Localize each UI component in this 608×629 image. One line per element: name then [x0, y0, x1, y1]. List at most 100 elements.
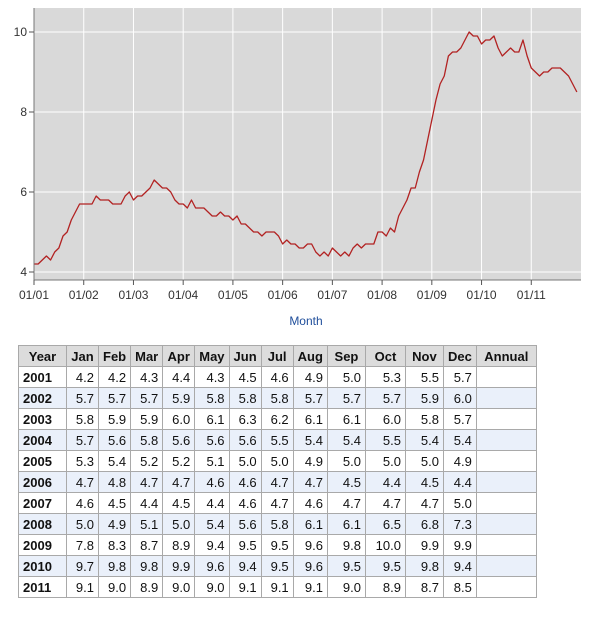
table-row: 2002 5.7 5.7 5.7 5.9 5.8 5.8 5.8 5.7 5.7 5.7 5.9 6.0 — [18, 387, 537, 409]
value-cell: 4.9 — [292, 450, 328, 472]
value-cell: 9.4 — [194, 534, 230, 556]
value-cell: 5.7 — [326, 387, 366, 409]
value-cell: 5.0 — [404, 450, 444, 472]
x-tick-label: 01/06 — [268, 288, 298, 302]
value-cell: 5.8 — [130, 429, 164, 451]
table-row: 2003 5.8 5.9 5.9 6.0 6.1 6.3 6.2 6.1 6.1 6.0 5.8 5.7 — [18, 408, 537, 430]
value-cell: 8.9 — [162, 534, 196, 556]
value-cell: 5.0 — [228, 450, 262, 472]
value-cell: 5.5 — [260, 429, 294, 451]
value-cell: 4.5 — [162, 492, 196, 514]
value-cell: 5.4 — [194, 513, 230, 535]
value-cell: 7.8 — [66, 534, 99, 556]
value-cell: 4.4 — [130, 492, 164, 514]
value-cell: 5.4 — [326, 429, 366, 451]
value-cell: 5.6 — [228, 513, 262, 535]
value-cell: 5.3 — [364, 366, 406, 388]
column-header: Nov — [404, 345, 444, 367]
value-cell: 5.6 — [228, 429, 262, 451]
column-header: Year — [18, 345, 67, 367]
value-cell: 4.2 — [66, 366, 99, 388]
x-tick-label: 01/08 — [367, 288, 397, 302]
value-cell: 4.4 — [194, 492, 230, 514]
line-chart: 01/01 01/02 01/03 01/04 01/05 01/06 01/07 01/08… — [14, 8, 581, 328]
annual-cell — [475, 366, 537, 388]
value-cell: 9.0 — [162, 576, 196, 598]
value-cell: 7.3 — [442, 513, 477, 535]
value-cell: 4.7 — [130, 471, 164, 493]
value-cell: 6.1 — [194, 408, 230, 430]
column-header: Jun — [228, 345, 262, 367]
value-cell: 9.8 — [130, 555, 164, 577]
value-cell: 9.6 — [292, 555, 328, 577]
data-table-container: Year Jan Feb Mar Apr May Jun Jul Aug Sep Oct Nov Dec… — [18, 345, 537, 598]
value-cell: 5.9 — [162, 387, 196, 409]
value-cell: 6.3 — [228, 408, 262, 430]
value-cell: 5.4 — [292, 429, 328, 451]
column-header: Jan — [66, 345, 99, 367]
value-cell: 9.0 — [194, 576, 230, 598]
value-cell: 8.3 — [97, 534, 132, 556]
value-cell: 5.6 — [162, 429, 196, 451]
value-cell: 8.9 — [364, 576, 406, 598]
value-cell: 6.5 — [364, 513, 406, 535]
table-row: 2011 9.1 9.0 8.9 9.0 9.0 9.1 9.1 9.1 9.0 8.9 8.7 8.5 — [18, 576, 537, 598]
year-cell: 2002 — [18, 387, 67, 409]
value-cell: 5.8 — [194, 387, 230, 409]
column-header: Annual — [475, 345, 537, 367]
table-row: 2004 5.7 5.6 5.8 5.6 5.6 5.6 5.5 5.4 5.4 5.5 5.4 5.4 — [18, 429, 537, 451]
x-axis-title: Month — [289, 314, 322, 328]
value-cell: 4.7 — [260, 471, 294, 493]
value-cell: 5.4 — [97, 450, 132, 472]
column-header: May — [194, 345, 230, 367]
x-tick-label: 01/05 — [218, 288, 248, 302]
value-cell: 5.7 — [292, 387, 328, 409]
column-header: Mar — [130, 345, 164, 367]
annual-cell — [475, 429, 537, 451]
value-cell: 9.9 — [442, 534, 477, 556]
year-cell: 2005 — [18, 450, 67, 472]
value-cell: 4.5 — [97, 492, 132, 514]
value-cell: 9.1 — [292, 576, 328, 598]
value-cell: 5.7 — [97, 387, 132, 409]
x-tick-label: 01/09 — [417, 288, 447, 302]
value-cell: 5.8 — [260, 387, 294, 409]
table-header-row: Year Jan Feb Mar Apr May Jun Jul Aug Sep Oct Nov Dec… — [18, 345, 537, 367]
value-cell: 4.8 — [97, 471, 132, 493]
data-table: Year Jan Feb Mar Apr May Jun Jul Aug Sep Oct Nov Dec… — [18, 345, 537, 598]
value-cell: 9.0 — [326, 576, 366, 598]
value-cell: 8.5 — [442, 576, 477, 598]
annual-cell — [475, 450, 537, 472]
table-row: 2007 4.6 4.5 4.4 4.5 4.4 4.6 4.7 4.6 4.7 4.7 4.7 5.0 — [18, 492, 537, 514]
value-cell: 9.8 — [97, 555, 132, 577]
value-cell: 4.3 — [194, 366, 230, 388]
column-header: Apr — [162, 345, 196, 367]
value-cell: 5.5 — [404, 366, 444, 388]
value-cell: 5.1 — [194, 450, 230, 472]
value-cell: 10.0 — [364, 534, 406, 556]
value-cell: 9.8 — [404, 555, 444, 577]
value-cell: 4.4 — [364, 471, 406, 493]
value-cell: 4.5 — [404, 471, 444, 493]
value-cell: 4.6 — [66, 492, 99, 514]
column-header: Jul — [260, 345, 294, 367]
value-cell: 9.0 — [97, 576, 132, 598]
value-cell: 4.4 — [162, 366, 196, 388]
year-cell: 2008 — [18, 513, 67, 535]
value-cell: 4.7 — [326, 492, 366, 514]
value-cell: 5.7 — [364, 387, 406, 409]
value-cell: 5.6 — [194, 429, 230, 451]
value-cell: 5.0 — [66, 513, 99, 535]
annual-cell — [475, 387, 537, 409]
column-header: Oct — [364, 345, 406, 367]
value-cell: 5.8 — [260, 513, 294, 535]
value-cell: 6.1 — [326, 408, 366, 430]
value-cell: 4.7 — [260, 492, 294, 514]
annual-cell — [475, 555, 537, 577]
series-line — [34, 31, 578, 265]
value-cell: 4.6 — [228, 471, 262, 493]
x-tick-label: 01/11 — [517, 288, 546, 302]
y-tick-label: 6 — [20, 185, 27, 199]
column-header: Aug — [292, 345, 328, 367]
annual-cell — [475, 492, 537, 514]
